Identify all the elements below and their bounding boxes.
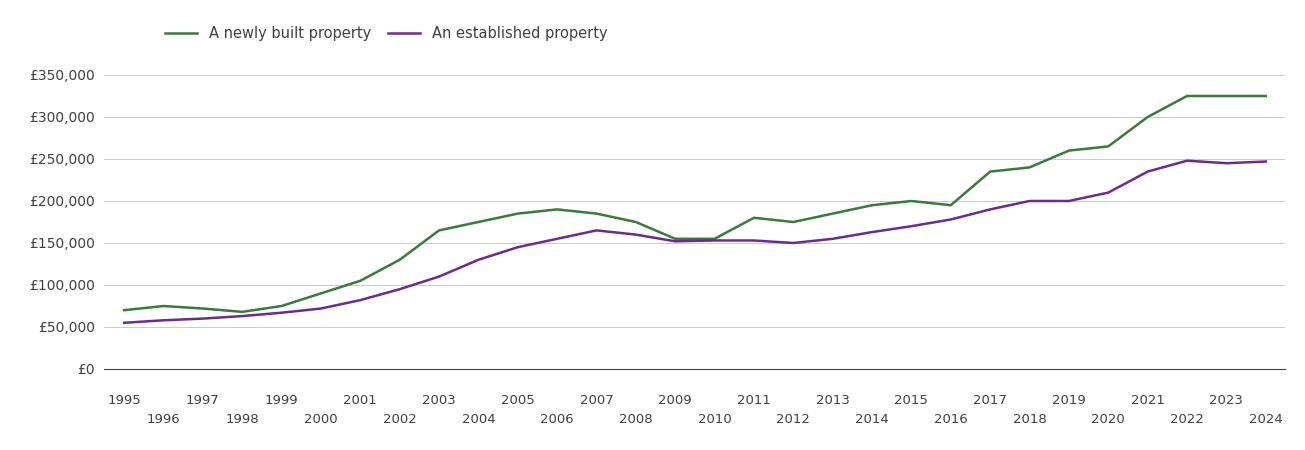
A newly built property <box>707 236 723 242</box>
An established property <box>667 238 683 244</box>
A newly built property <box>313 291 329 296</box>
Text: 2007: 2007 <box>579 394 613 407</box>
Text: 2023: 2023 <box>1210 394 1244 407</box>
Text: 2000: 2000 <box>304 414 338 427</box>
A newly built property <box>194 306 210 311</box>
An established property <box>1219 161 1235 166</box>
A newly built property <box>510 211 526 216</box>
An established property <box>549 236 565 242</box>
A newly built property <box>235 309 251 315</box>
A newly built property <box>1219 93 1235 99</box>
An established property <box>116 320 132 325</box>
Text: 2002: 2002 <box>382 414 416 427</box>
Text: 1995: 1995 <box>107 394 141 407</box>
Text: 2016: 2016 <box>934 414 968 427</box>
Text: 2018: 2018 <box>1013 414 1047 427</box>
An established property <box>1258 159 1274 164</box>
Text: 2005: 2005 <box>501 394 535 407</box>
An established property <box>274 310 290 315</box>
Text: 2001: 2001 <box>343 394 377 407</box>
An established property <box>1022 198 1037 204</box>
An established property <box>392 287 407 292</box>
A newly built property <box>903 198 919 204</box>
A newly built property <box>944 202 959 208</box>
An established property <box>352 297 368 303</box>
Text: 1998: 1998 <box>226 414 258 427</box>
A newly built property <box>1100 144 1116 149</box>
An established property <box>944 217 959 222</box>
Line: A newly built property: A newly built property <box>124 96 1266 312</box>
Text: 2010: 2010 <box>698 414 732 427</box>
An established property <box>983 207 998 212</box>
A newly built property <box>1061 148 1077 153</box>
A newly built property <box>274 303 290 309</box>
Text: 1999: 1999 <box>265 394 299 407</box>
An established property <box>1100 190 1116 195</box>
A newly built property <box>116 307 132 313</box>
A newly built property <box>825 211 840 216</box>
Text: 2017: 2017 <box>974 394 1007 407</box>
A newly built property <box>983 169 998 174</box>
An established property <box>155 318 171 323</box>
Text: 2021: 2021 <box>1130 394 1164 407</box>
An established property <box>589 228 604 233</box>
A newly built property <box>549 207 565 212</box>
Line: An established property: An established property <box>124 161 1266 323</box>
Text: 2019: 2019 <box>1052 394 1086 407</box>
An established property <box>194 316 210 321</box>
A newly built property <box>1022 165 1037 170</box>
Text: 2015: 2015 <box>894 394 928 407</box>
Text: 2011: 2011 <box>737 394 771 407</box>
Text: 2012: 2012 <box>776 414 810 427</box>
Text: 2008: 2008 <box>619 414 652 427</box>
A newly built property <box>746 215 762 220</box>
A newly built property <box>667 236 683 242</box>
A newly built property <box>431 228 446 233</box>
Text: 1997: 1997 <box>185 394 219 407</box>
An established property <box>825 236 840 242</box>
A newly built property <box>864 202 880 208</box>
Text: 2003: 2003 <box>422 394 455 407</box>
An established property <box>864 230 880 235</box>
An established property <box>1061 198 1077 204</box>
A newly built property <box>1180 93 1195 99</box>
Text: 2013: 2013 <box>816 394 850 407</box>
Text: 2024: 2024 <box>1249 414 1283 427</box>
A newly built property <box>392 257 407 262</box>
A newly built property <box>1258 93 1274 99</box>
Text: 2022: 2022 <box>1171 414 1205 427</box>
An established property <box>510 244 526 250</box>
Text: 2020: 2020 <box>1091 414 1125 427</box>
An established property <box>786 240 801 246</box>
Legend: A newly built property, An established property: A newly built property, An established p… <box>159 20 613 47</box>
An established property <box>1180 158 1195 163</box>
An established property <box>313 306 329 311</box>
Text: 2004: 2004 <box>462 414 495 427</box>
Text: 2006: 2006 <box>540 414 574 427</box>
A newly built property <box>628 219 643 225</box>
A newly built property <box>786 219 801 225</box>
A newly built property <box>155 303 171 309</box>
An established property <box>235 313 251 319</box>
An established property <box>746 238 762 243</box>
An established property <box>628 232 643 237</box>
A newly built property <box>352 278 368 284</box>
An established property <box>431 274 446 279</box>
Text: 1996: 1996 <box>146 414 180 427</box>
An established property <box>707 238 723 243</box>
An established property <box>903 224 919 229</box>
A newly built property <box>471 219 487 225</box>
A newly built property <box>1139 114 1155 120</box>
A newly built property <box>589 211 604 216</box>
An established property <box>471 257 487 262</box>
Text: 2014: 2014 <box>855 414 889 427</box>
Text: 2009: 2009 <box>659 394 692 407</box>
An established property <box>1139 169 1155 174</box>
